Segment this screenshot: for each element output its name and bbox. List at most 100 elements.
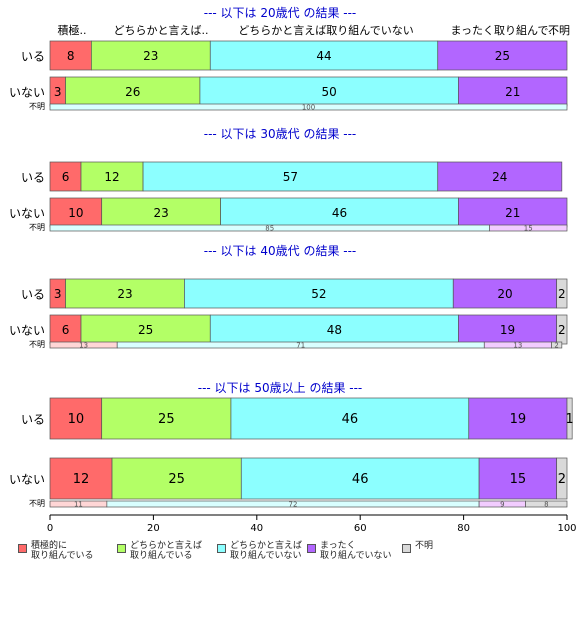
bar-segment (220, 197, 459, 228)
unknown-bar-data-label: 9 (500, 501, 504, 509)
bar-data-label: 2 (558, 323, 566, 337)
bar-data-label: 3 (54, 85, 62, 99)
bar-data-label: 50 (322, 85, 337, 99)
header-label: まったく取り組んで.. (450, 24, 555, 37)
bar-segment (458, 76, 568, 107)
x-tick-label: 80 (457, 523, 470, 534)
bar-data-label: 25 (138, 323, 153, 337)
bar-data-label: 12 (104, 170, 119, 184)
legend-label-active: 積極的に 取り組んでいる (31, 541, 94, 561)
unknown-bar-data-label: 2 (554, 342, 558, 350)
bar-data-label: 23 (154, 206, 169, 220)
bar-data-label: 44 (316, 49, 331, 63)
bar-data-label: 23 (117, 287, 132, 301)
bar-data-label: 6 (62, 170, 70, 184)
bar-segment (49, 397, 103, 440)
row-label: いない (9, 473, 45, 487)
bar-segment (49, 40, 92, 71)
row-label: いない (9, 324, 45, 338)
bar-data-label: 2 (558, 472, 566, 487)
bar-segment (65, 278, 185, 309)
group-title: --- 以下は 40歳代 の結果 --- (204, 244, 357, 258)
bar-segment (49, 457, 113, 500)
bar-segment (209, 40, 439, 71)
bar-segment (91, 40, 211, 71)
unknown-bar-segment (525, 500, 568, 508)
bar-segment (437, 40, 568, 71)
row-label: いる (21, 50, 45, 64)
bar-segment (556, 457, 568, 500)
bar-data-label: 6 (62, 323, 70, 337)
unknown-bar-data-label: 8 (544, 501, 548, 509)
legend-swatch-not-at-all (307, 544, 316, 553)
bar-data-label: 3 (54, 287, 62, 301)
x-tick-label: 0 (47, 523, 53, 534)
bar-data-label: 20 (497, 287, 512, 301)
unknown-bar-segment (489, 224, 568, 232)
row-label: いない (9, 86, 45, 100)
bar-segment (478, 457, 558, 500)
bar-data-label: 52 (311, 287, 326, 301)
bar-segment (142, 161, 439, 192)
bar-data-label: 12 (73, 472, 90, 487)
bar-segment (80, 161, 144, 192)
bar-data-label: 23 (143, 49, 158, 63)
unknown-bar-data-label: 71 (296, 342, 305, 350)
unknown-bar-data-label: 100 (302, 104, 315, 112)
unknown-bar-data-label: 15 (524, 225, 533, 233)
unknown-bar-data-label: 72 (289, 501, 298, 509)
bar-segment (458, 314, 558, 345)
bar-data-label: 10 (68, 206, 83, 220)
unknown-bar-data-label: 13 (513, 342, 522, 350)
legend-label-unknown: 不明 (415, 541, 434, 551)
bar-segment (437, 161, 563, 192)
group-title: --- 以下は 20歳代 の結果 --- (204, 6, 357, 20)
bar-data-label: 57 (283, 170, 298, 184)
bar-segment (49, 197, 103, 228)
header-label: どちらかと言えば.. (114, 24, 209, 37)
bar-data-label: 26 (125, 85, 140, 99)
legend-swatch-active (18, 544, 27, 553)
bar-data-label: 8 (67, 49, 75, 63)
bar-data-label: 25 (168, 472, 185, 487)
row-label: いる (21, 413, 45, 427)
row-label: いる (21, 288, 45, 302)
bar-data-label: 21 (505, 206, 520, 220)
bar-segment (184, 278, 454, 309)
bar-segment (468, 397, 568, 440)
bar-data-label: 15 (510, 472, 527, 487)
legend: 積極的に 取り組んでいる どちらかと言えば 取り組んでいる どちらかと言えば 取… (18, 541, 578, 581)
bar-data-label: 2 (558, 287, 566, 301)
bar-data-label: 46 (332, 206, 347, 220)
bar-segment (65, 76, 201, 107)
unknown-row-label: 不明 (29, 340, 45, 349)
unknown-row-label: 不明 (29, 102, 45, 111)
unknown-bar-segment (551, 341, 563, 349)
bar-segment (49, 161, 82, 192)
unknown-row-label: 不明 (29, 223, 45, 232)
bar-data-label: 10 (68, 412, 85, 427)
bar-data-label: 46 (342, 412, 359, 427)
header-label: 不明 (548, 24, 570, 37)
bar-segment (49, 314, 82, 345)
group-title: --- 以下は 50歳以上 の結果 --- (198, 381, 363, 395)
bar-data-label: 24 (492, 170, 507, 184)
bar-segment (209, 314, 459, 345)
legend-label-not-at-all: まったく 取り組んでいない (320, 541, 392, 561)
bar-segment (101, 197, 221, 228)
group-title: --- 以下は 30歳代 の結果 --- (204, 127, 357, 141)
bar-data-label: 25 (158, 412, 175, 427)
x-tick-label: 20 (147, 523, 160, 534)
row-label: いない (9, 207, 45, 221)
x-tick-label: 60 (354, 523, 367, 534)
row-label: いる (21, 171, 45, 185)
header-label: どちらかと言えば取り組んでいない (238, 24, 413, 37)
bar-segment (111, 457, 242, 500)
bar-segment (556, 278, 568, 309)
x-tick-label: 40 (250, 523, 263, 534)
unknown-bar-data-label: 85 (265, 225, 274, 233)
legend-swatch-somewhat-active (117, 544, 126, 553)
bar-data-label: 19 (500, 323, 515, 337)
bar-data-label: 48 (327, 323, 342, 337)
unknown-bar-data-label: 11 (74, 501, 83, 509)
